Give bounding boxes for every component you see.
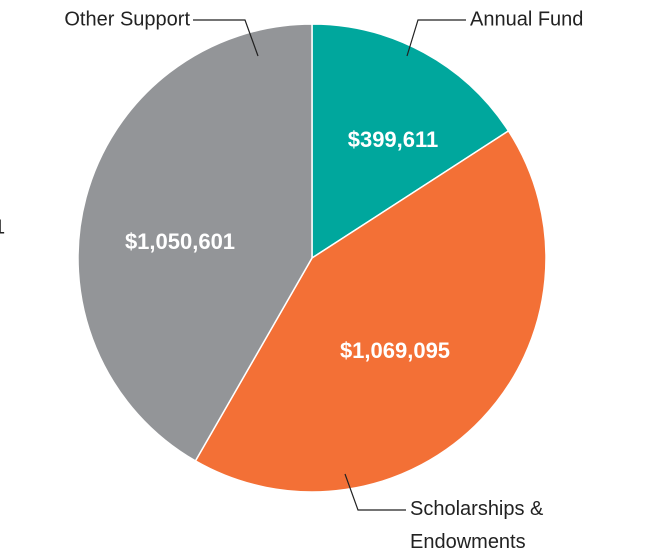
category-label-line: Endowments — [410, 531, 526, 553]
pie-slice — [194, 129, 547, 493]
leader-line — [193, 19, 259, 57]
value-label: $399,611 — [348, 127, 439, 152]
category-label: Scholarships & Endowments — [410, 498, 544, 553]
category-label-line: Scholarships & — [410, 498, 544, 520]
category-label: Other Support — [64, 8, 190, 30]
category-label: Annual Fund — [470, 8, 583, 30]
leader-line — [406, 19, 466, 57]
annotation: 1 — [0, 216, 5, 238]
pie-slice — [311, 23, 510, 260]
pie-slice — [77, 23, 313, 462]
leader-line — [344, 473, 406, 511]
value-label: $1,050,601 — [125, 229, 235, 254]
value-label: $1,069,095 — [340, 338, 450, 363]
pie — [77, 23, 547, 493]
